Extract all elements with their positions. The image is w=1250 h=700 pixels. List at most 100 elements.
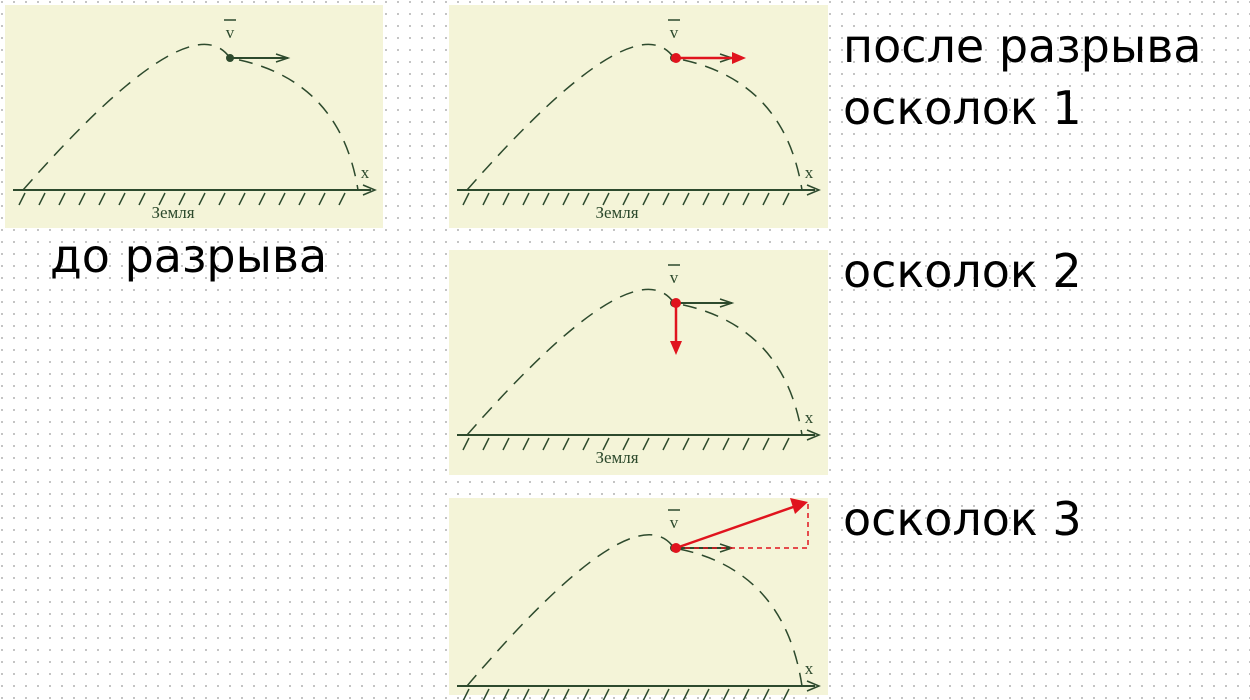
panel: vx xyxy=(449,498,828,700)
panel-bg xyxy=(449,250,828,475)
fragment-head xyxy=(790,498,808,514)
hatch xyxy=(662,192,670,206)
hatch xyxy=(18,192,26,206)
hatch xyxy=(762,437,770,451)
hatch xyxy=(298,192,306,206)
hatch xyxy=(662,437,670,451)
hatch xyxy=(582,688,590,700)
velocity-head xyxy=(275,53,291,63)
hatch xyxy=(602,437,610,451)
velocity-label: v xyxy=(670,23,679,42)
component-lines xyxy=(676,502,809,549)
hatch xyxy=(38,192,46,206)
velocity-label: v xyxy=(670,513,679,532)
hatch xyxy=(218,192,226,206)
hatch xyxy=(542,688,550,700)
axis-label: x xyxy=(361,163,370,182)
axis-arrow xyxy=(806,429,821,441)
fragment-arrow xyxy=(675,504,797,550)
hatch xyxy=(622,437,630,451)
hatch xyxy=(562,437,570,451)
hatch xyxy=(58,192,66,206)
hatch xyxy=(462,688,470,700)
ground-label: Земля xyxy=(595,203,638,222)
hatch xyxy=(138,192,146,206)
hatch xyxy=(98,192,106,206)
ground-label: Земля xyxy=(151,203,194,222)
axis-arrow xyxy=(806,184,821,196)
hatch xyxy=(782,437,790,451)
hatch xyxy=(642,688,650,700)
hatch xyxy=(462,437,470,451)
axis-label: x xyxy=(805,163,814,182)
hatch xyxy=(482,437,490,451)
hatch xyxy=(722,437,730,451)
hatch xyxy=(278,192,286,206)
fragment-label: осколок 3 xyxy=(843,492,1082,546)
hatch xyxy=(702,688,710,700)
fragment-head xyxy=(670,341,682,355)
hatch xyxy=(642,192,650,206)
hatch xyxy=(722,688,730,700)
panel: v x Земля xyxy=(5,5,383,228)
panel: v x Земля xyxy=(449,250,828,475)
hatch xyxy=(318,192,326,206)
hatch xyxy=(522,437,530,451)
axis-arrow xyxy=(362,184,377,196)
hatch xyxy=(602,688,610,700)
caption-before: до разрыва xyxy=(50,229,327,283)
velocity-label: v xyxy=(670,268,679,287)
hatch xyxy=(682,192,690,206)
hatch xyxy=(522,192,530,206)
panel-bg xyxy=(449,498,828,695)
hatch xyxy=(702,192,710,206)
hatch xyxy=(482,688,490,700)
hatch xyxy=(662,688,670,700)
panel-bg xyxy=(449,5,828,228)
hatch xyxy=(178,192,186,206)
hatch xyxy=(258,192,266,206)
hatch xyxy=(582,192,590,206)
hatch xyxy=(502,437,510,451)
hatch xyxy=(542,192,550,206)
hatch xyxy=(522,688,530,700)
hatch xyxy=(642,437,650,451)
hatch xyxy=(198,192,206,206)
hatch xyxy=(782,192,790,206)
hatch xyxy=(502,192,510,206)
fragment xyxy=(671,53,681,63)
axis-label: x xyxy=(805,408,814,427)
hatch xyxy=(702,437,710,451)
hatch xyxy=(118,192,126,206)
panel: v x Земля xyxy=(449,5,828,228)
fragment xyxy=(671,298,681,308)
fragment-label: осколок 1 xyxy=(843,81,1082,135)
ground-label: Земля xyxy=(595,448,638,467)
hatch xyxy=(582,437,590,451)
velocity-head xyxy=(719,298,735,308)
hatch xyxy=(682,688,690,700)
hatch xyxy=(238,192,246,206)
fragment-head xyxy=(732,52,746,64)
caption-after: после разрыва xyxy=(843,19,1202,73)
hatch xyxy=(562,688,570,700)
hatch xyxy=(338,192,346,206)
hatch xyxy=(742,437,750,451)
hatch xyxy=(682,437,690,451)
hatch xyxy=(482,192,490,206)
hatch xyxy=(562,192,570,206)
velocity-label: v xyxy=(226,23,235,42)
hatch xyxy=(762,688,770,700)
hatch xyxy=(742,192,750,206)
fragment-label: осколок 2 xyxy=(843,244,1082,298)
axis-label: x xyxy=(805,659,814,678)
hatch xyxy=(542,437,550,451)
hatch xyxy=(602,192,610,206)
hatch xyxy=(462,192,470,206)
hatch xyxy=(502,688,510,700)
fragment xyxy=(671,543,681,553)
hatch xyxy=(622,192,630,206)
body xyxy=(226,54,234,62)
hatch xyxy=(622,688,630,700)
